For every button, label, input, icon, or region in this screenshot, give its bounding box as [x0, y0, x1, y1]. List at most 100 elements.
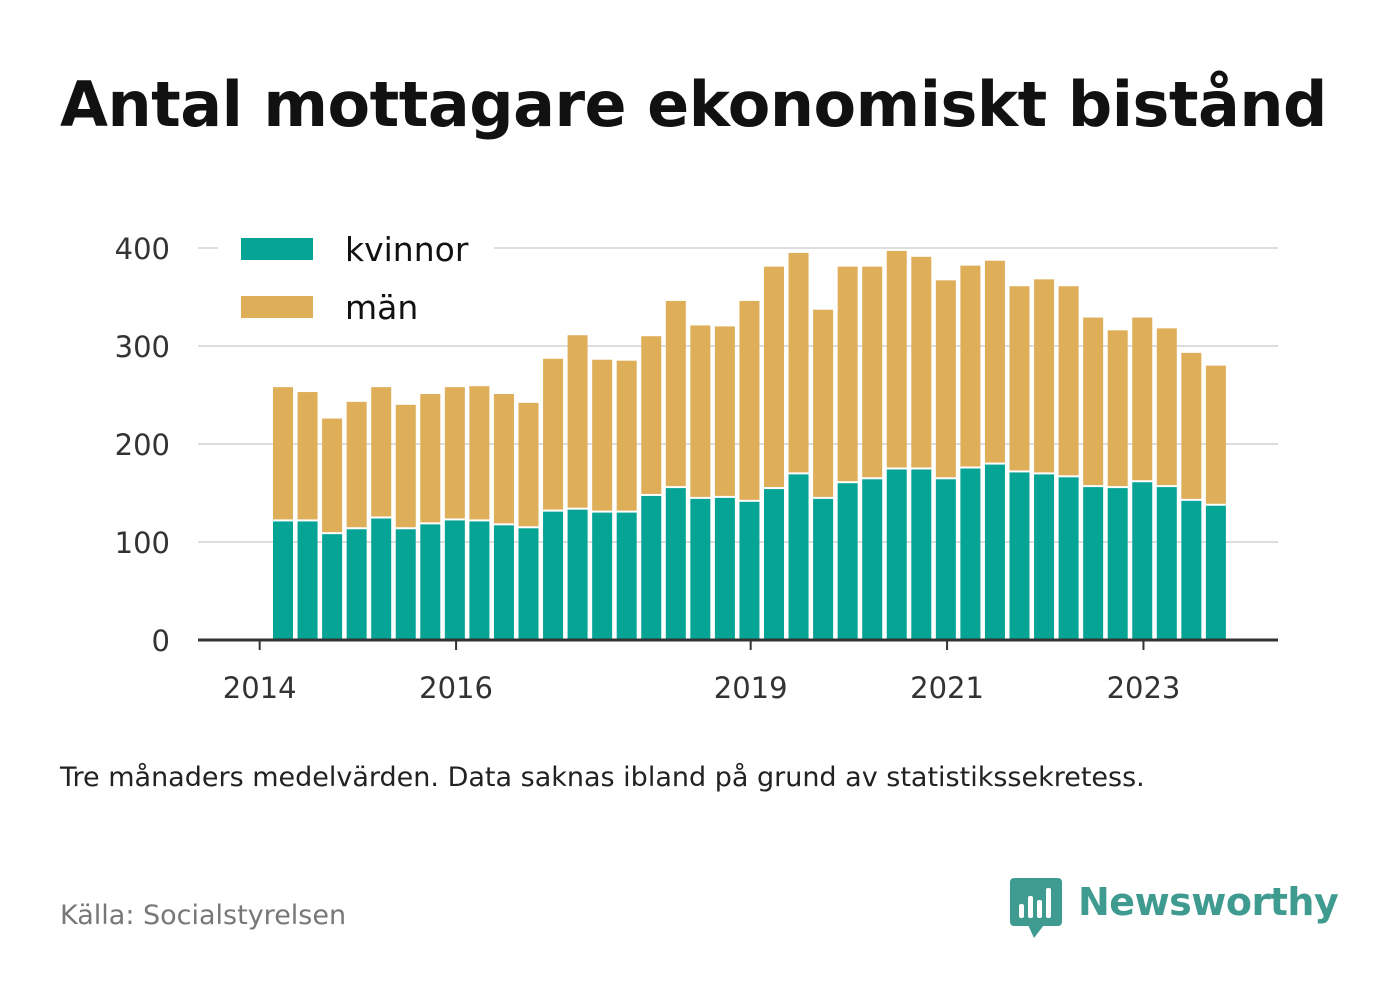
bar-kvinnor-2020-Q3: [886, 469, 907, 640]
bar-kvinnor-2018-Q4: [714, 497, 735, 640]
bar-kvinnor-2015-Q2: [371, 518, 392, 640]
x-tick-label-2016: 2016: [419, 671, 493, 705]
chart-title: Antal mottagare ekonomiskt bistånd: [60, 68, 1327, 141]
bar-kvinnor-2023-Q1: [1132, 482, 1153, 640]
y-tick-label-300: 300: [115, 330, 170, 364]
bar-kvinnor-2022-Q3: [1083, 487, 1104, 640]
source-credit: Källa: Socialstyrelsen: [60, 900, 347, 931]
bar-kvinnor-2014-Q4: [322, 534, 343, 640]
bar-kvinnor-2016-Q3: [493, 525, 514, 640]
bar-kvinnor-2022-Q1: [1034, 474, 1055, 640]
bar-mxn-2023-Q2: [1156, 328, 1177, 486]
bar-mxn-2014-Q4: [322, 418, 343, 533]
bar-mxn-2014-Q3: [297, 392, 318, 520]
x-tick-label-2019: 2019: [714, 671, 788, 705]
bar-mxn-2014-Q2: [273, 387, 293, 520]
legend: kvinnor män: [218, 222, 494, 334]
bar-mxn-2022-Q1: [1034, 279, 1055, 473]
bar-mxn-2015-Q2: [371, 387, 392, 517]
bar-kvinnor-2020-Q4: [911, 469, 932, 640]
bar-kvinnor-2018-Q3: [690, 498, 711, 640]
bar-mxn-2016-Q2: [469, 386, 490, 520]
bar-kvinnor-2022-Q4: [1107, 488, 1128, 640]
bar-kvinnor-2017-Q1: [543, 511, 564, 640]
bar-mxn-2016-Q3: [493, 394, 514, 524]
legend-swatch-kvinnor: [241, 238, 313, 260]
bar-mxn-2015-Q1: [346, 401, 367, 528]
bar-mxn-2023-Q1: [1132, 317, 1153, 481]
bar-mxn-2017-Q4: [616, 360, 637, 511]
bar-kvinnor-2020-Q2: [862, 479, 883, 640]
bar-kvinnor-2021-Q4: [1009, 472, 1030, 640]
chart-note: Tre månaders medelvärden. Data saknas ib…: [60, 762, 1145, 793]
bar-kvinnor-2016-Q2: [469, 521, 490, 640]
bar-mxn-2018-Q1: [641, 336, 662, 494]
bar-mxn-2023-Q3: [1181, 352, 1202, 499]
legend-label-kvinnor: kvinnor: [345, 230, 469, 269]
bar-kvinnor-2016-Q1: [444, 520, 465, 640]
y-tick-label-100: 100: [115, 526, 170, 560]
bar-mxn-2018-Q3: [690, 325, 711, 497]
bar-mxn-2020-Q2: [862, 266, 883, 478]
bar-mxn-2022-Q4: [1107, 330, 1128, 487]
bar-kvinnor-2023-Q4: [1205, 505, 1226, 640]
bar-mxn-2015-Q4: [420, 394, 441, 523]
bar-kvinnor-2019-Q3: [788, 474, 809, 640]
bar-mxn-2021-Q4: [1009, 286, 1030, 471]
x-tick-label-2021: 2021: [910, 671, 984, 705]
bar-mxn-2019-Q2: [764, 266, 784, 488]
x-tick-label-2014: 2014: [223, 671, 297, 705]
bar-mxn-2016-Q1: [444, 387, 465, 519]
bar-kvinnor-2021-Q1: [935, 479, 956, 640]
bar-mxn-2016-Q4: [518, 402, 539, 527]
brand: Newsworthy: [1010, 878, 1339, 940]
bar-mxn-2020-Q3: [886, 250, 907, 468]
newsworthy-logo-icon: [1010, 878, 1062, 938]
bar-kvinnor-2022-Q2: [1058, 477, 1079, 640]
bar-kvinnor-2016-Q4: [518, 528, 539, 640]
bar-mxn-2021-Q2: [960, 265, 981, 467]
bars: [273, 250, 1226, 640]
bar-kvinnor-2015-Q1: [346, 529, 367, 640]
y-axis-ticks: 0 100 200 300 400: [115, 232, 170, 658]
bar-kvinnor-2023-Q3: [1181, 500, 1202, 640]
bar-kvinnor-2015-Q4: [420, 524, 441, 640]
bar-mxn-2022-Q2: [1058, 286, 1079, 476]
bar-mxn-2018-Q4: [714, 326, 735, 496]
legend-swatch-man: [241, 296, 313, 318]
bar-mxn-2019-Q1: [739, 300, 760, 500]
bar-kvinnor-2021-Q3: [984, 464, 1005, 640]
bar-mxn-2019-Q4: [813, 309, 834, 497]
x-tick-label-2023: 2023: [1107, 671, 1181, 705]
bar-mxn-2017-Q3: [592, 359, 613, 511]
bar-mxn-2015-Q3: [395, 404, 416, 528]
y-tick-label-0: 0: [152, 624, 170, 658]
bar-mxn-2018-Q2: [665, 300, 686, 487]
y-tick-label-400: 400: [115, 232, 170, 266]
bar-kvinnor-2019-Q1: [739, 501, 760, 640]
brand-name: Newsworthy: [1078, 880, 1339, 924]
bar-kvinnor-2018-Q2: [665, 488, 686, 640]
legend-label-man: män: [345, 288, 418, 327]
bar-mxn-2020-Q1: [837, 266, 858, 482]
bar-kvinnor-2021-Q2: [960, 468, 981, 640]
bar-kvinnor-2017-Q2: [567, 509, 588, 640]
bar-kvinnor-2017-Q4: [616, 512, 637, 640]
bar-kvinnor-2018-Q1: [641, 495, 662, 640]
bar-kvinnor-2014-Q2: [273, 521, 293, 640]
bar-mxn-2021-Q1: [935, 280, 956, 478]
bar-kvinnor-2020-Q1: [837, 483, 858, 640]
y-tick-label-200: 200: [115, 428, 170, 462]
bar-mxn-2021-Q3: [984, 260, 1005, 463]
bar-mxn-2023-Q4: [1205, 365, 1226, 504]
bar-mxn-2020-Q4: [911, 256, 932, 468]
bar-kvinnor-2019-Q4: [813, 498, 834, 640]
bar-kvinnor-2015-Q3: [395, 529, 416, 640]
bar-kvinnor-2017-Q3: [592, 512, 613, 640]
bar-mxn-2019-Q3: [788, 252, 809, 473]
bar-kvinnor-2014-Q3: [297, 521, 318, 640]
bar-kvinnor-2023-Q2: [1156, 487, 1177, 640]
bar-mxn-2022-Q3: [1083, 317, 1104, 486]
bar-kvinnor-2019-Q2: [764, 489, 784, 640]
